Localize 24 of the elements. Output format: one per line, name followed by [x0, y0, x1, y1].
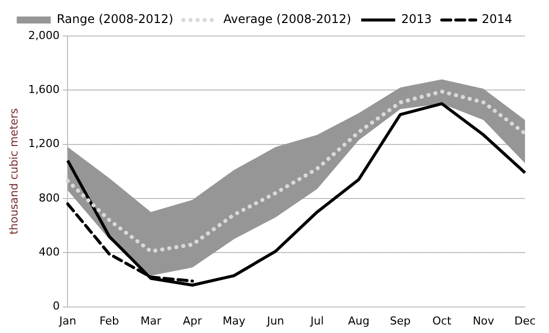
x-tick-label: Apr	[182, 314, 202, 328]
x-tick-label: Dec	[514, 314, 536, 328]
y-tick-label: 1,600	[28, 83, 60, 96]
legend-label: 2014	[482, 12, 512, 26]
y-tick-label: 1,200	[28, 137, 60, 150]
line-series	[66, 90, 527, 254]
x-tick-label: Aug	[348, 314, 370, 328]
x-tick-label: Oct	[432, 314, 452, 328]
x-tick-label: Feb	[100, 314, 120, 328]
y-tick-label: 800	[38, 191, 60, 204]
x-tick-label: Jan	[58, 314, 76, 328]
y-tick-label: 2,000	[28, 28, 60, 42]
x-tick-label: Jul	[309, 314, 324, 328]
legend-label: Range (2008-2012)	[56, 12, 174, 26]
y-tick-label: 400	[38, 246, 60, 258]
legend-label: Average (2008-2012)	[223, 12, 352, 26]
x-tick-label: Sep	[390, 314, 411, 328]
x-tick-label: Jun	[266, 314, 284, 328]
x-tick-label: Nov	[472, 314, 495, 328]
x-tick-label: Mar	[140, 314, 162, 328]
y-axis-title: thousand cubic meters	[7, 108, 20, 235]
y-tick-label: 0	[52, 300, 60, 313]
x-tick-label: May	[222, 314, 246, 328]
legend-label: 2013	[401, 12, 432, 26]
